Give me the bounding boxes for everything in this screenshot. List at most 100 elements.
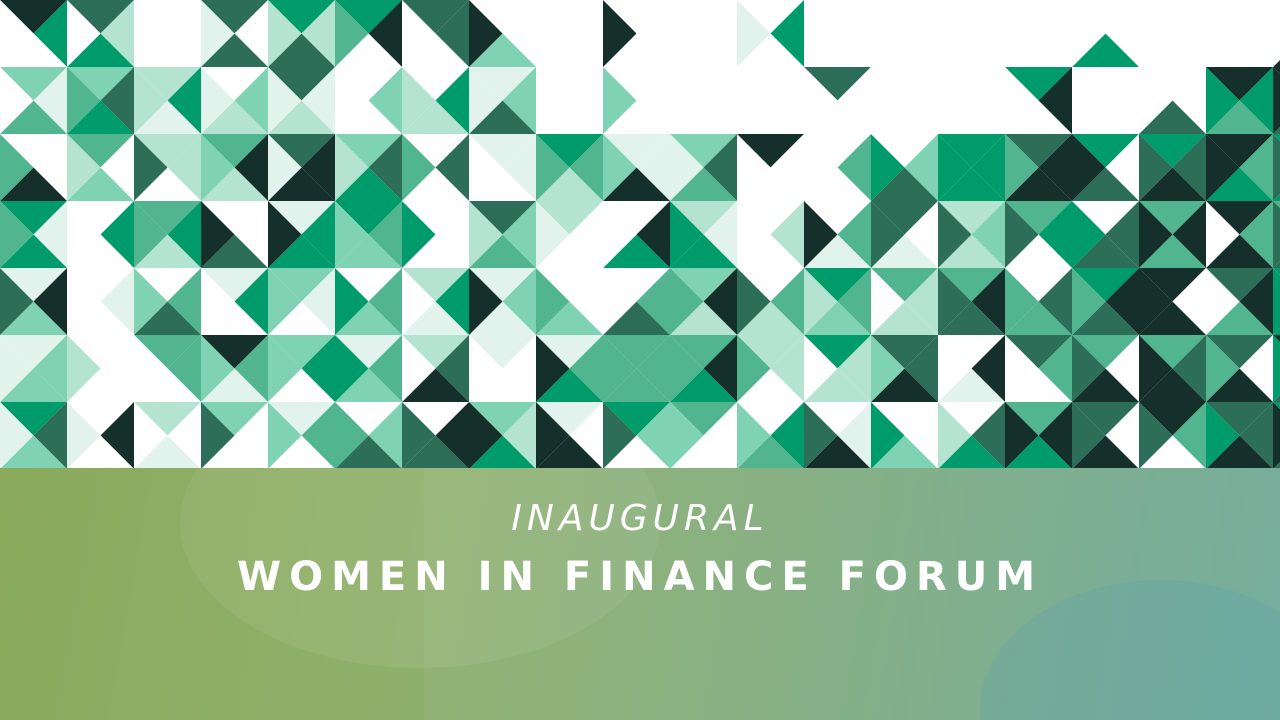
pattern-triangle <box>569 0 603 67</box>
pattern-triangle <box>402 335 436 402</box>
pattern-triangle <box>0 402 34 468</box>
pattern-triangle <box>134 201 201 235</box>
pattern-triangle <box>0 201 34 268</box>
pattern-triangle <box>201 134 235 201</box>
geometric-triangle-pattern <box>0 0 1280 468</box>
pattern-triangle <box>536 368 603 402</box>
pattern-triangle <box>1206 167 1273 201</box>
pattern-triangle <box>234 201 268 268</box>
pattern-triangle <box>1273 402 1280 468</box>
pattern-triangle <box>737 335 771 402</box>
pattern-triangle <box>67 201 101 268</box>
pattern-triangle <box>603 268 637 335</box>
pattern-triangle <box>536 201 603 235</box>
pattern-triangle <box>703 268 737 335</box>
pattern-triangle <box>402 201 436 268</box>
pattern-triangle <box>636 268 670 335</box>
pattern-triangle <box>938 134 972 201</box>
pattern-triangle <box>971 0 1005 67</box>
pattern-triangle <box>469 167 536 201</box>
pattern-triangle <box>335 201 369 268</box>
pattern-triangle <box>603 33 670 67</box>
pattern-triangle <box>1005 234 1072 268</box>
pattern-triangle <box>1206 402 1273 436</box>
pattern-triangle <box>67 100 134 134</box>
pattern-triangle <box>636 67 670 134</box>
pattern-triangle <box>804 67 838 134</box>
pattern-triangle <box>402 268 436 335</box>
pattern-triangle <box>201 0 268 34</box>
pattern-triangle <box>1005 33 1072 67</box>
pattern-triangle <box>435 335 469 402</box>
pattern-triangle <box>770 134 804 201</box>
pattern-triangle <box>971 335 1005 402</box>
pattern-triangle <box>469 33 536 67</box>
pattern-triangle <box>1072 335 1106 402</box>
pattern-triangle <box>837 402 871 468</box>
pattern-triangle <box>134 268 168 335</box>
pattern-triangle <box>904 134 938 201</box>
pattern-triangle <box>67 402 101 468</box>
pattern-triangle <box>804 134 838 201</box>
pattern-triangle <box>135 435 200 468</box>
pattern-triangle <box>871 0 905 67</box>
pattern-triangle <box>335 335 369 402</box>
pattern-triangle <box>1139 268 1206 302</box>
pattern-triangle <box>938 201 1005 235</box>
pattern-triangle <box>737 301 804 335</box>
pattern-triangle <box>670 100 737 134</box>
pattern-triangle <box>804 0 838 67</box>
pattern-triangle <box>1005 268 1072 302</box>
pattern-triangle <box>804 100 871 134</box>
pattern-triangle <box>971 201 1005 268</box>
pattern-triangle <box>871 33 938 67</box>
pattern-triangle <box>603 335 637 402</box>
pattern-triangle <box>871 234 938 268</box>
pattern-triangle <box>268 402 302 468</box>
pattern-triangle <box>1239 201 1273 268</box>
pattern-triangle <box>938 167 1005 201</box>
pattern-triangle <box>67 0 134 34</box>
pattern-triangle <box>268 167 335 201</box>
pattern-triangle <box>904 402 938 468</box>
pattern-triangle <box>536 67 570 134</box>
pattern-triangle <box>134 234 201 268</box>
pattern-triangle <box>971 134 1005 201</box>
pattern-triangle <box>469 100 536 134</box>
pattern-triangle <box>134 335 201 369</box>
pattern-triangle <box>0 134 34 201</box>
pattern-triangle <box>1072 368 1139 402</box>
pattern-triangle <box>134 100 201 134</box>
pattern-triangle <box>603 301 670 335</box>
pattern-triangle <box>938 368 1005 402</box>
pattern-triangle <box>1206 0 1273 34</box>
pattern-triangle <box>67 167 134 201</box>
pattern-triangle <box>871 268 905 335</box>
pattern-triangle <box>0 67 34 134</box>
pattern-triangle <box>904 0 938 67</box>
pattern-triangle <box>469 134 536 168</box>
pattern-triangle <box>33 0 67 67</box>
pattern-triangle <box>670 368 737 402</box>
pattern-triangle <box>536 268 570 335</box>
pattern-triangle <box>636 134 670 201</box>
pattern-triangle <box>268 201 302 268</box>
pattern-triangle <box>1206 335 1240 402</box>
pattern-triangle <box>604 435 669 468</box>
pattern-triangle <box>670 0 704 67</box>
pattern-triangle <box>33 335 67 402</box>
pattern-triangle <box>1073 435 1138 468</box>
pattern-triangle <box>68 435 133 468</box>
pattern-triangle <box>1139 134 1173 201</box>
pattern-triangle <box>1239 0 1273 67</box>
pattern-triangle <box>737 33 804 67</box>
pattern-triangle <box>469 201 503 268</box>
pattern-triangle <box>335 134 402 168</box>
pattern-triangle <box>335 268 402 302</box>
pattern-triangle <box>1207 435 1272 468</box>
pattern-triangle <box>536 100 603 134</box>
pattern-triangle <box>971 268 1005 335</box>
pattern-triangle <box>201 268 235 335</box>
pattern-triangle <box>603 201 637 268</box>
pattern-triangle <box>1206 268 1240 335</box>
